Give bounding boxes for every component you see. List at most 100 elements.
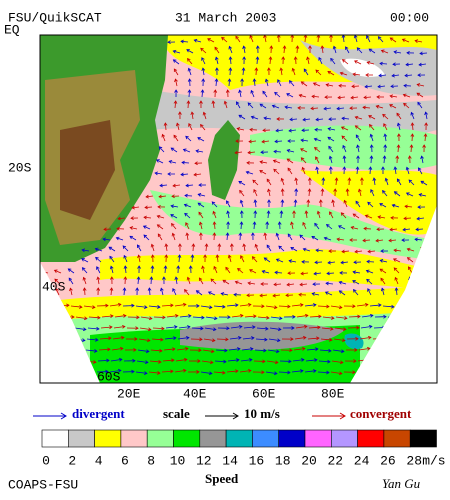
wind-arrow-head bbox=[391, 203, 396, 208]
wind-arrow bbox=[246, 171, 254, 175]
colorbar-box bbox=[173, 429, 201, 448]
wind-arrow-head bbox=[204, 243, 209, 247]
wind-arrow bbox=[384, 349, 396, 352]
wind-arrow-head bbox=[300, 148, 304, 152]
wind-arrow-head bbox=[406, 50, 410, 55]
wind-arrow bbox=[185, 184, 194, 187]
wind-arrow bbox=[70, 371, 82, 374]
wind-arrow-head bbox=[383, 144, 388, 148]
wind-arrow-head bbox=[404, 360, 409, 365]
wind-arrow-head bbox=[402, 227, 406, 232]
wind-arrow-head bbox=[357, 188, 362, 193]
wind-arrow bbox=[45, 358, 57, 362]
wind-arrow-head bbox=[404, 204, 408, 209]
wind-arrow bbox=[109, 303, 121, 307]
wind-field bbox=[40, 35, 437, 383]
wind-arrow-head bbox=[201, 78, 206, 82]
colorbar-label: 28 bbox=[406, 453, 422, 468]
wind-arrow bbox=[173, 50, 181, 54]
wind-arrow-head bbox=[367, 335, 372, 340]
wind-arrow bbox=[348, 177, 350, 186]
wind-arrow-head bbox=[136, 244, 141, 248]
wind-arrow-head bbox=[367, 288, 371, 292]
wind-arrow bbox=[254, 349, 267, 351]
wind-arrow bbox=[400, 316, 412, 319]
wind-arrow-head bbox=[313, 303, 317, 307]
wind-arrow-head bbox=[132, 358, 136, 363]
wind-arrow-head bbox=[108, 246, 113, 251]
wind-arrow bbox=[370, 359, 382, 362]
wind-arrow-head bbox=[222, 304, 226, 309]
wind-arrow bbox=[366, 261, 375, 263]
wind-arrow-head bbox=[407, 155, 412, 159]
wind-arrow-head bbox=[250, 89, 254, 94]
wind-arrow bbox=[163, 348, 175, 351]
wind-arrow bbox=[421, 369, 433, 373]
wind-arrow bbox=[273, 168, 280, 175]
wind-arrow-head bbox=[382, 113, 386, 118]
wind-arrow bbox=[157, 215, 165, 219]
wind-arrow bbox=[384, 134, 387, 142]
wind-arrow bbox=[376, 239, 384, 242]
wind-arrow bbox=[388, 239, 397, 242]
wind-arrow bbox=[239, 90, 242, 98]
wind-arrow bbox=[184, 195, 193, 197]
wind-arrow-head bbox=[292, 210, 296, 214]
wind-arrow-head bbox=[150, 254, 155, 258]
wind-arrow-head bbox=[186, 276, 191, 281]
wind-arrow bbox=[110, 266, 114, 274]
wind-arrow-head bbox=[329, 337, 333, 342]
wind-arrow-head bbox=[130, 216, 134, 221]
wind-arrow bbox=[421, 303, 433, 307]
wind-arrow-head bbox=[354, 115, 359, 120]
wind-arrow-head bbox=[315, 69, 320, 74]
wind-arrow-head bbox=[133, 348, 137, 352]
wind-arrow bbox=[49, 315, 61, 318]
wind-arrow-head bbox=[185, 232, 190, 237]
wind-arrow-head bbox=[352, 304, 356, 309]
wind-arrow bbox=[256, 56, 259, 65]
wind-arrow-head bbox=[301, 166, 306, 171]
wind-arrow-head bbox=[417, 73, 421, 77]
colorbar-label: 18 bbox=[275, 453, 291, 468]
wind-arrow bbox=[213, 221, 216, 230]
wind-arrow bbox=[367, 201, 374, 208]
wind-arrow-head bbox=[164, 243, 169, 247]
wind-arrow-head bbox=[96, 326, 100, 331]
wind-arrow-head bbox=[93, 360, 97, 364]
wind-arrow-head bbox=[300, 369, 304, 373]
wind-arrow-head bbox=[109, 276, 114, 280]
wind-arrow-head bbox=[266, 178, 271, 183]
wind-arrow bbox=[407, 248, 415, 252]
wind-arrow bbox=[235, 36, 241, 43]
wind-arrow bbox=[225, 267, 231, 274]
wind-arrow-head bbox=[294, 177, 299, 182]
wind-arrow-head bbox=[171, 223, 175, 227]
wind-arrow bbox=[186, 49, 194, 54]
wind-arrow-head bbox=[210, 278, 215, 283]
wind-arrow-head bbox=[410, 111, 414, 116]
wind-arrow bbox=[202, 266, 205, 274]
colorbar-box bbox=[68, 429, 95, 448]
wind-arrow bbox=[83, 371, 95, 374]
wind-arrow-head bbox=[369, 155, 374, 159]
wind-arrow-head bbox=[336, 237, 340, 242]
wind-arrow-head bbox=[97, 315, 101, 320]
wind-arrow-head bbox=[234, 150, 238, 155]
wind-arrow-head bbox=[251, 232, 255, 236]
wind-arrow bbox=[216, 254, 219, 263]
wind-arrow-head bbox=[200, 326, 204, 331]
wind-arrow-head bbox=[368, 324, 373, 329]
wind-arrow bbox=[75, 316, 87, 319]
wind-arrow bbox=[396, 360, 408, 363]
date: 31 March 2003 bbox=[175, 10, 276, 25]
wind-arrow-head bbox=[238, 89, 242, 94]
wind-arrow-head bbox=[338, 305, 343, 310]
wind-arrow bbox=[116, 237, 124, 241]
wind-arrow bbox=[331, 360, 343, 364]
wind-arrow bbox=[228, 46, 233, 54]
wind-arrow-head bbox=[68, 347, 72, 352]
wind-arrow bbox=[113, 326, 125, 329]
wind-arrow bbox=[239, 190, 245, 197]
wind-arrow-head bbox=[273, 305, 278, 310]
